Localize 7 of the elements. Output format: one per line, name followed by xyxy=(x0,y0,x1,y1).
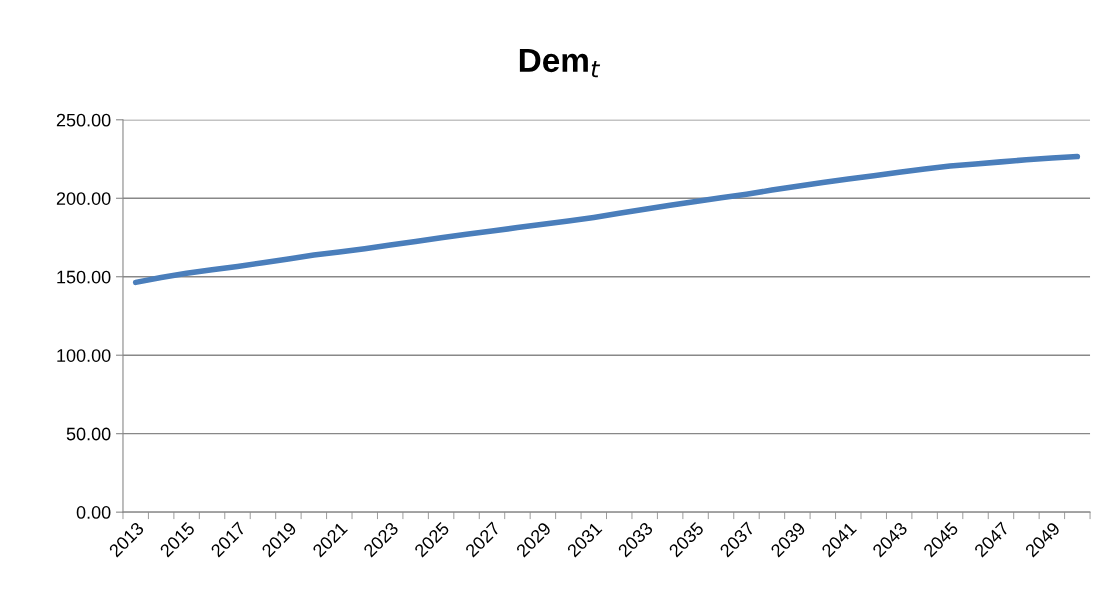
y-tick-label: 200.00 xyxy=(56,192,111,205)
y-tick-label: 100.00 xyxy=(57,349,111,362)
y-tick-label: 0.00 xyxy=(76,506,111,519)
chart-title: Dem$_{t}$ xyxy=(519,48,601,78)
y-tick-label: 50.00 xyxy=(66,427,111,441)
y-tick-label: 250.00 xyxy=(56,113,111,127)
y-tick-label: 150.00 xyxy=(57,270,111,284)
